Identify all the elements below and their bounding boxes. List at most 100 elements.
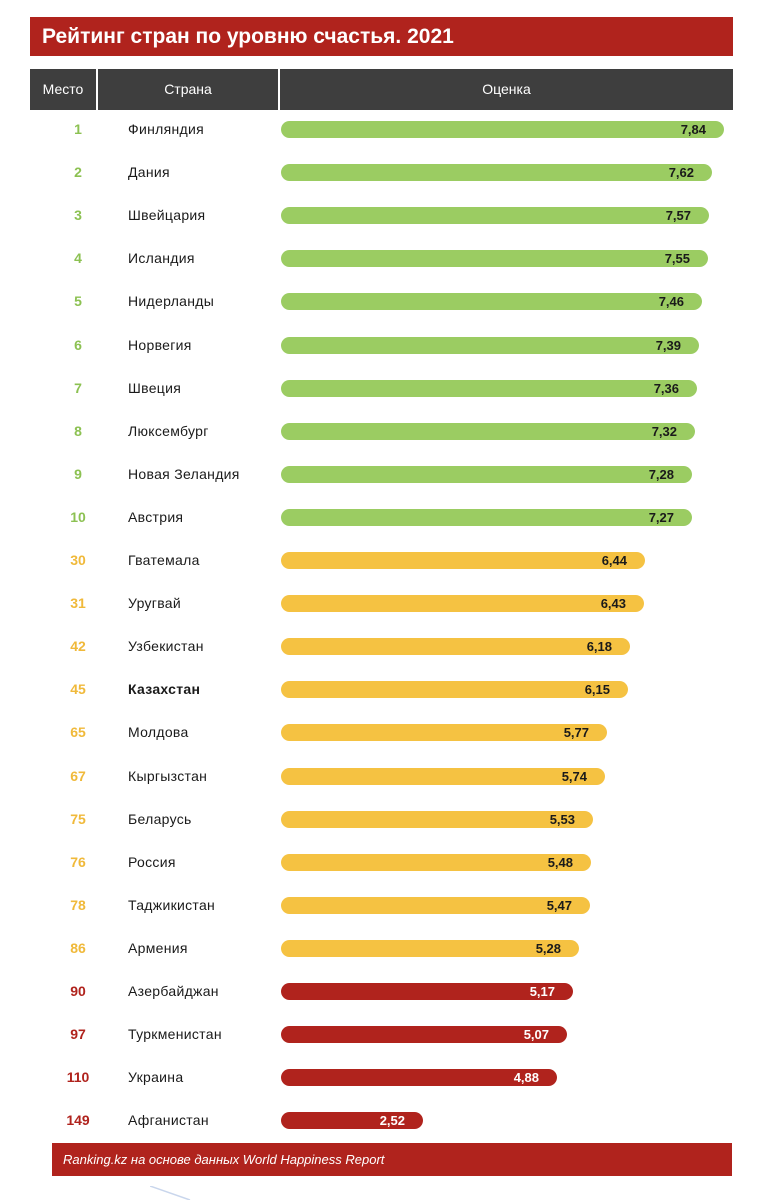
table-row: 110 Украина 4,88 bbox=[30, 1064, 733, 1090]
rank-label: 8 bbox=[74, 422, 82, 439]
score-bar: 5,47 bbox=[281, 896, 590, 914]
score-value-label: 5,47 bbox=[546, 897, 572, 913]
column-header-score: Оценка bbox=[482, 81, 531, 97]
table-row: 3 Швейцария 7,57 bbox=[30, 202, 733, 228]
rank-label: 149 bbox=[66, 1112, 90, 1129]
rank-label: 10 bbox=[70, 508, 86, 525]
score-value-label: 7,32 bbox=[651, 423, 677, 439]
decorative-line bbox=[150, 1186, 191, 1200]
score-value-label: 7,28 bbox=[648, 466, 674, 482]
rank-label: 31 bbox=[70, 595, 86, 612]
country-label: Россия bbox=[128, 853, 176, 870]
source-footer: Ranking.kz на основе данных World Happin… bbox=[52, 1143, 732, 1176]
country-label: Австрия bbox=[128, 508, 184, 525]
score-bar: 7,36 bbox=[281, 379, 697, 397]
country-label: Кыргызстан bbox=[128, 767, 208, 784]
country-label: Финляндия bbox=[128, 121, 204, 137]
country-label: Беларусь bbox=[128, 810, 192, 827]
score-value-label: 7,55 bbox=[664, 251, 690, 267]
rank-label: 67 bbox=[70, 767, 86, 784]
score-value-label: 6,43 bbox=[600, 596, 626, 612]
country-label: Казахстан bbox=[128, 681, 201, 698]
score-bar: 7,62 bbox=[281, 164, 712, 182]
country-label: Дания bbox=[128, 164, 170, 181]
table-row: 97 Туркменистан 5,07 bbox=[30, 1021, 733, 1047]
country-label: Норвегия bbox=[128, 336, 192, 353]
rank-label: 3 bbox=[74, 207, 82, 224]
score-value-label: 6,18 bbox=[586, 639, 612, 655]
score-bar: 2,52 bbox=[281, 1112, 423, 1130]
rank-label: 30 bbox=[70, 552, 86, 568]
rank-label: 78 bbox=[70, 896, 86, 913]
score-bar: 6,15 bbox=[281, 681, 628, 699]
score-value-label: 6,15 bbox=[584, 682, 610, 698]
country-label: Новая Зеландия bbox=[128, 465, 240, 482]
rank-label: 4 bbox=[74, 250, 82, 267]
rank-label: 75 bbox=[70, 810, 86, 827]
table-row: 30 Гватемала 6,44 bbox=[30, 547, 733, 573]
rank-label: 42 bbox=[70, 638, 86, 655]
score-value-label: 7,36 bbox=[653, 380, 679, 396]
table-row: 76 Россия 5,48 bbox=[30, 849, 733, 875]
score-bar: 6,44 bbox=[281, 552, 645, 569]
score-value-label: 7,62 bbox=[668, 165, 694, 181]
country-label: Украина bbox=[128, 1069, 184, 1086]
table-row: 10 Австрия 7,27 bbox=[30, 504, 733, 530]
rank-label: 110 bbox=[66, 1069, 90, 1086]
country-label: Туркменистан bbox=[128, 1026, 222, 1043]
table-row: 8 Люксембург 7,32 bbox=[30, 418, 733, 444]
score-bar: 6,43 bbox=[281, 595, 644, 613]
rank-label: 6 bbox=[74, 336, 82, 353]
table-row: 149 Афганистан 2,52 bbox=[30, 1107, 733, 1133]
score-bar: 5,28 bbox=[281, 939, 579, 957]
country-label: Швеция bbox=[128, 379, 182, 396]
column-header-country: Страна bbox=[164, 81, 212, 97]
score-bar: 7,27 bbox=[281, 508, 692, 526]
table-row: 1 Финляндия 7,84 bbox=[30, 116, 733, 142]
country-label: Швейцария bbox=[128, 207, 206, 224]
score-bar: 5,53 bbox=[281, 810, 593, 828]
rank-label: 86 bbox=[70, 939, 86, 956]
rank-label: 90 bbox=[70, 983, 86, 999]
score-value-label: 5,74 bbox=[561, 768, 587, 784]
score-bar: 4,88 bbox=[281, 1069, 557, 1087]
table-row: 45 Казахстан 6,15 bbox=[30, 676, 733, 702]
score-value-label: 5,77 bbox=[563, 725, 589, 741]
score-bar: 5,74 bbox=[281, 767, 605, 785]
country-label: Афганистан bbox=[128, 1112, 209, 1129]
score-bar: 7,55 bbox=[281, 250, 708, 268]
country-label: Уругвай bbox=[128, 595, 181, 612]
score-value-label: 5,17 bbox=[529, 984, 555, 999]
country-label: Молдова bbox=[128, 724, 189, 741]
country-label: Азербайджан bbox=[128, 983, 219, 999]
score-bar: 7,28 bbox=[281, 465, 692, 483]
table-row: 42 Узбекистан 6,18 bbox=[30, 633, 733, 659]
score-value-label: 7,84 bbox=[680, 122, 706, 137]
column-header-place: Место bbox=[42, 81, 84, 97]
score-value-label: 5,48 bbox=[547, 854, 573, 870]
score-value-label: 4,88 bbox=[513, 1070, 539, 1086]
country-label: Нидерланды bbox=[128, 293, 215, 310]
table-row: 86 Армения 5,28 bbox=[30, 935, 733, 961]
score-value-label: 5,07 bbox=[523, 1027, 549, 1043]
score-value-label: 7,39 bbox=[655, 337, 681, 353]
rank-label: 76 bbox=[70, 853, 86, 870]
table-row: 31 Уругвай 6,43 bbox=[30, 590, 733, 616]
table-row: 5 Нидерланды 7,46 bbox=[30, 288, 733, 314]
table-row: 67 Кыргызстан 5,74 bbox=[30, 763, 733, 789]
score-bar: 5,07 bbox=[281, 1026, 567, 1044]
rank-label: 9 bbox=[74, 465, 82, 482]
score-value-label: 7,27 bbox=[648, 509, 674, 525]
score-bar: 5,77 bbox=[281, 724, 607, 742]
score-bar: 7,84 bbox=[281, 121, 724, 138]
table-row: 78 Таджикистан 5,47 bbox=[30, 892, 733, 918]
score-bar: 5,48 bbox=[281, 853, 591, 871]
country-label: Исландия bbox=[128, 250, 195, 267]
chart-title: Рейтинг стран по уровню счастья. 2021 bbox=[30, 17, 733, 56]
rank-label: 1 bbox=[74, 121, 82, 137]
score-value-label: 7,57 bbox=[665, 208, 691, 224]
score-bar: 7,57 bbox=[281, 207, 709, 225]
table-row: 90 Азербайджан 5,17 bbox=[30, 978, 733, 1004]
score-bar: 7,46 bbox=[281, 293, 702, 311]
table-row: 7 Швеция 7,36 bbox=[30, 375, 733, 401]
